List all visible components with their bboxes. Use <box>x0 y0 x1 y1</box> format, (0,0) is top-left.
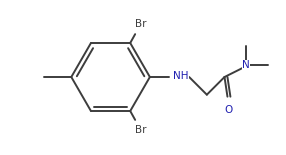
Text: NH: NH <box>173 71 189 81</box>
Text: Br: Br <box>135 125 147 135</box>
Text: O: O <box>224 106 233 115</box>
Text: Br: Br <box>135 19 147 29</box>
Text: N: N <box>242 60 250 70</box>
